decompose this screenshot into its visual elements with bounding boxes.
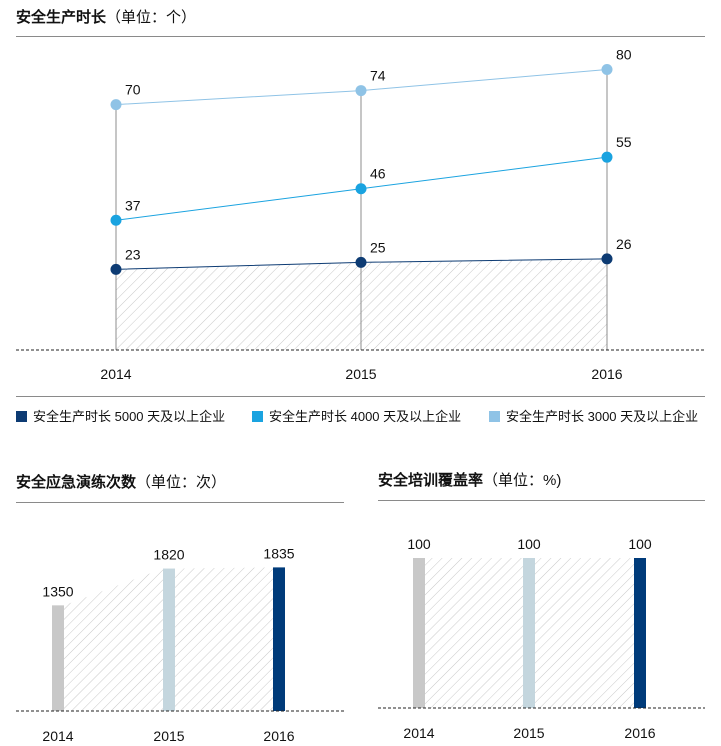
data-label-series-2-2016: 55 [616, 134, 632, 150]
bar-2016 [634, 558, 646, 708]
line-chart-title: 安全生产时长（单位：个） [16, 6, 196, 27]
data-label-series-1-2014: 23 [125, 246, 141, 262]
x-tick-label-2015: 2015 [513, 725, 544, 741]
data-label-2014: 1350 [42, 583, 73, 599]
legend-item-3: 安全生产时长 3000 天及以上企业 [489, 406, 698, 425]
legend-swatch-3 [489, 411, 500, 422]
legend-item-2: 安全生产时长 4000 天及以上企业 [252, 406, 461, 425]
line-chart-legend: 安全生产时长 5000 天及以上企业 安全生产时长 4000 天及以上企业 安全生产… [16, 406, 716, 428]
point-series-2-2014 [110, 214, 122, 226]
point-series-3-2016 [601, 64, 613, 76]
data-label-series-1-2015: 25 [370, 239, 386, 255]
data-label-series-3-2014: 70 [125, 82, 141, 98]
training-title-rule [378, 500, 705, 501]
point-series-1-2015 [355, 256, 367, 268]
bar-2014 [413, 558, 425, 708]
line-chart-title-text: 安全生产时长 [16, 9, 107, 26]
training-chart-title-text: 安全培训覆盖率 [378, 472, 484, 489]
data-label-series-3-2015: 74 [370, 68, 386, 84]
x-tick-label-2016: 2016 [263, 728, 294, 744]
legend-top-rule [16, 396, 705, 397]
data-label-series-2-2015: 46 [370, 166, 386, 182]
drills-title-rule [16, 502, 344, 503]
legend-label-3: 安全生产时长 3000 天及以上企业 [506, 409, 699, 424]
data-label-series-2-2014: 37 [125, 197, 141, 213]
training-chart-unit: （单位：%) [483, 472, 562, 489]
x-tick-label-2015: 2015 [345, 366, 376, 382]
legend-label-1: 安全生产时长 5000 天及以上企业 [33, 409, 226, 424]
x-tick-label-2014: 2014 [100, 366, 131, 382]
point-series-3-2015 [355, 85, 367, 97]
bar-2016 [273, 567, 285, 711]
data-label-2015: 100 [517, 536, 541, 552]
data-label-series-1-2016: 26 [616, 236, 632, 252]
legend-swatch-1 [16, 411, 27, 422]
legend-swatch-2 [252, 411, 263, 422]
data-label-2016: 100 [628, 536, 652, 552]
training-chart-title: 安全培训覆盖率（单位：%) [378, 469, 561, 490]
data-label-series-3-2016: 80 [616, 47, 632, 63]
data-label-2015: 1820 [153, 547, 184, 563]
bar-2014 [52, 605, 64, 711]
line-chart: 23 25 26 37 46 55 70 74 80 2014 2015 2016 [16, 47, 705, 382]
drills-chart-title-text: 安全应急演练次数 [16, 474, 137, 491]
data-label-2016: 1835 [263, 545, 294, 561]
data-label-2014: 100 [407, 536, 431, 552]
point-series-2-2015 [355, 183, 367, 195]
drills-chart-title: 安全应急演练次数（单位：次） [16, 471, 226, 492]
bar-2015 [163, 568, 175, 711]
line-chart-unit: （单位：个） [106, 9, 197, 26]
drills-chart-unit: （单位：次） [136, 474, 227, 491]
x-tick-label-2014: 2014 [42, 728, 73, 744]
x-tick-label-2016: 2016 [624, 725, 655, 741]
line-chart-title-rule [16, 36, 705, 37]
bar-2015 [523, 558, 535, 708]
point-series-2-2016 [601, 151, 613, 163]
point-series-1-2014 [110, 263, 122, 275]
point-series-3-2014 [110, 99, 122, 111]
x-tick-label-2016: 2016 [591, 366, 622, 382]
point-series-1-2016 [601, 253, 613, 265]
x-tick-label-2014: 2014 [403, 725, 434, 741]
legend-label-2: 安全生产时长 4000 天及以上企业 [269, 409, 462, 424]
legend-item-1: 安全生产时长 5000 天及以上企业 [16, 406, 225, 425]
x-tick-label-2015: 2015 [153, 728, 184, 744]
